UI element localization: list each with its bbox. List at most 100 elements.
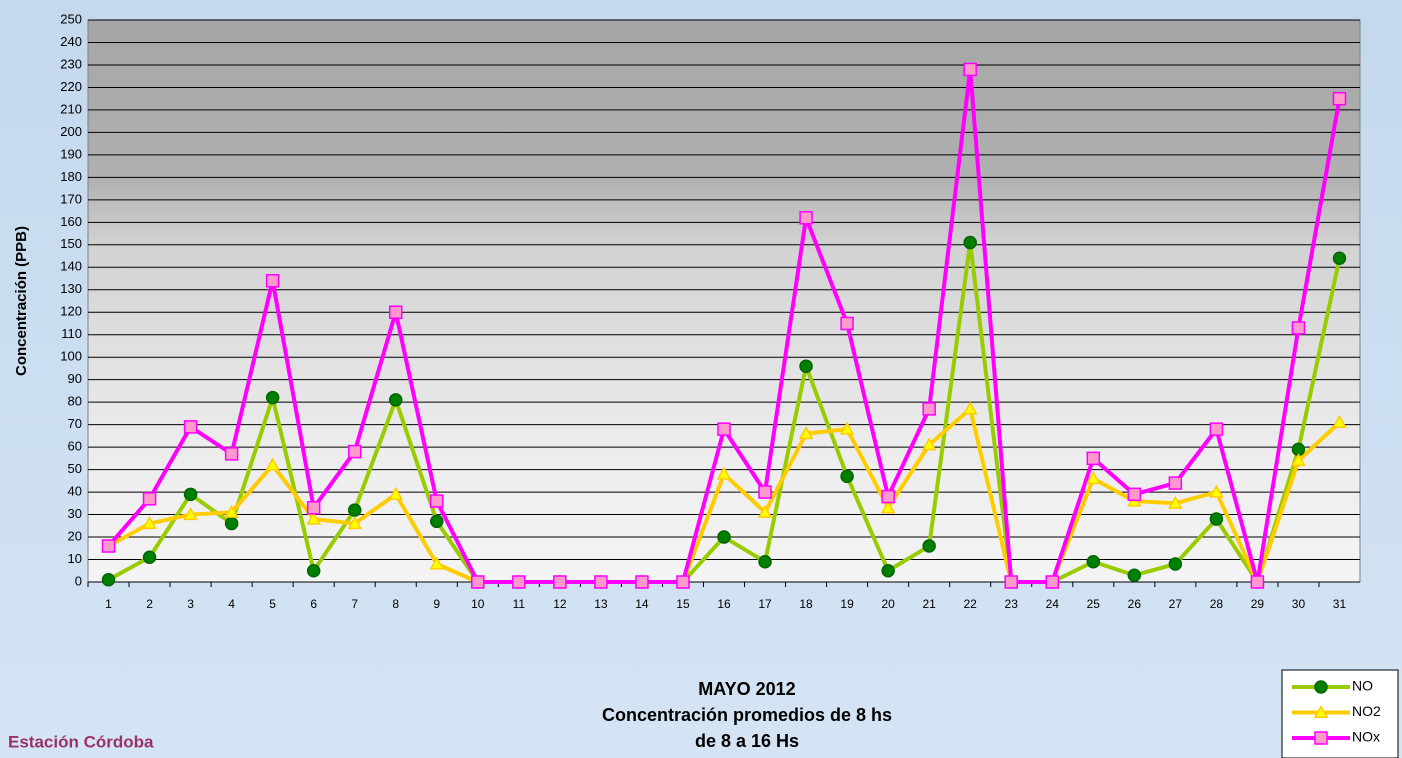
x-tick-label: 7 xyxy=(351,597,358,611)
plot-area xyxy=(88,20,1360,582)
x-tick-label: 31 xyxy=(1333,597,1347,611)
data-point xyxy=(923,403,935,415)
data-point xyxy=(1087,556,1099,568)
data-point xyxy=(1128,488,1140,500)
x-tick-label: 30 xyxy=(1292,597,1306,611)
data-point xyxy=(349,446,361,458)
data-point xyxy=(800,360,812,372)
data-point xyxy=(841,317,853,329)
y-tick-label: 80 xyxy=(68,394,82,409)
data-point xyxy=(964,237,976,249)
y-tick-label: 60 xyxy=(68,439,82,454)
y-tick-label: 190 xyxy=(60,146,82,161)
legend-marker xyxy=(1315,732,1327,744)
data-point xyxy=(390,394,402,406)
data-point xyxy=(718,423,730,435)
data-point xyxy=(759,486,771,498)
x-tick-label: 25 xyxy=(1087,597,1101,611)
y-tick-label: 250 xyxy=(60,11,82,26)
data-point xyxy=(1292,322,1304,334)
y-tick-label: 140 xyxy=(60,259,82,274)
x-tick-label: 5 xyxy=(269,597,276,611)
data-point xyxy=(595,576,607,588)
y-tick-label: 110 xyxy=(61,326,82,341)
y-tick-label: 20 xyxy=(68,528,82,543)
y-tick-label: 210 xyxy=(60,101,82,116)
y-tick-label: 70 xyxy=(68,416,82,431)
legend-label: NO2 xyxy=(1352,703,1381,719)
x-tick-label: 27 xyxy=(1169,597,1183,611)
data-point xyxy=(185,421,197,433)
x-tick-label: 20 xyxy=(881,597,895,611)
data-point xyxy=(1128,569,1140,581)
data-point xyxy=(226,518,238,530)
data-point xyxy=(103,540,115,552)
x-tick-label: 9 xyxy=(433,597,440,611)
data-point xyxy=(431,515,443,527)
y-tick-label: 0 xyxy=(75,573,82,588)
data-point xyxy=(677,576,689,588)
data-point xyxy=(185,488,197,500)
data-point xyxy=(636,576,648,588)
x-tick-label: 6 xyxy=(310,597,317,611)
y-tick-label: 120 xyxy=(60,304,82,319)
x-tick-label: 17 xyxy=(758,597,772,611)
x-tick-label: 24 xyxy=(1046,597,1060,611)
y-tick-label: 30 xyxy=(68,506,82,521)
x-tick-label: 13 xyxy=(594,597,608,611)
data-point xyxy=(431,495,443,507)
y-tick-label: 160 xyxy=(60,214,82,229)
data-point xyxy=(308,565,320,577)
data-point xyxy=(103,574,115,586)
y-tick-label: 50 xyxy=(68,461,82,476)
x-tick-label: 16 xyxy=(717,597,731,611)
x-tick-label: 19 xyxy=(840,597,854,611)
data-point xyxy=(923,540,935,552)
y-tick-label: 220 xyxy=(60,79,82,94)
y-tick-label: 170 xyxy=(60,191,82,206)
x-tick-label: 21 xyxy=(922,597,936,611)
data-point xyxy=(226,448,238,460)
data-point xyxy=(1210,423,1222,435)
y-tick-label: 230 xyxy=(60,56,82,71)
x-tick-label: 11 xyxy=(513,597,526,611)
data-point xyxy=(1333,93,1345,105)
y-tick-label: 10 xyxy=(68,551,82,566)
data-point xyxy=(1210,513,1222,525)
x-tick-label: 4 xyxy=(228,597,235,611)
y-tick-label: 150 xyxy=(60,236,82,251)
legend-label: NOx xyxy=(1352,729,1380,745)
data-point xyxy=(267,392,279,404)
y-tick-label: 240 xyxy=(60,34,82,49)
x-tick-label: 26 xyxy=(1128,597,1142,611)
data-point xyxy=(349,504,361,516)
data-point xyxy=(267,275,279,287)
y-tick-label: 200 xyxy=(60,124,82,139)
y-tick-label: 90 xyxy=(68,371,82,386)
legend-label: NO xyxy=(1352,678,1373,694)
data-point xyxy=(390,306,402,318)
x-tick-label: 3 xyxy=(187,597,194,611)
y-tick-label: 100 xyxy=(60,349,82,364)
data-point xyxy=(144,493,156,505)
data-point xyxy=(472,576,484,588)
data-point xyxy=(1005,576,1017,588)
chart-title: Concentración promedios de 8 hs xyxy=(602,705,892,725)
y-tick-label: 180 xyxy=(60,169,82,184)
data-point xyxy=(554,576,566,588)
data-point xyxy=(513,576,525,588)
data-point xyxy=(800,212,812,224)
x-tick-label: 28 xyxy=(1210,597,1224,611)
data-point xyxy=(308,502,320,514)
chart: Concentración (PPB) MAYO 2012 Concentrac… xyxy=(0,0,1402,758)
x-tick-label: 23 xyxy=(1005,597,1019,611)
x-tick-label: 10 xyxy=(471,597,485,611)
data-point xyxy=(759,556,771,568)
x-tick-label: 15 xyxy=(676,597,690,611)
data-point xyxy=(718,531,730,543)
station-label: Estación Córdoba xyxy=(8,732,154,751)
x-tick-label: 14 xyxy=(635,597,649,611)
chart-title: de 8 a 16 Hs xyxy=(695,731,799,751)
data-point xyxy=(882,491,894,503)
x-tick-label: 1 xyxy=(105,597,112,611)
